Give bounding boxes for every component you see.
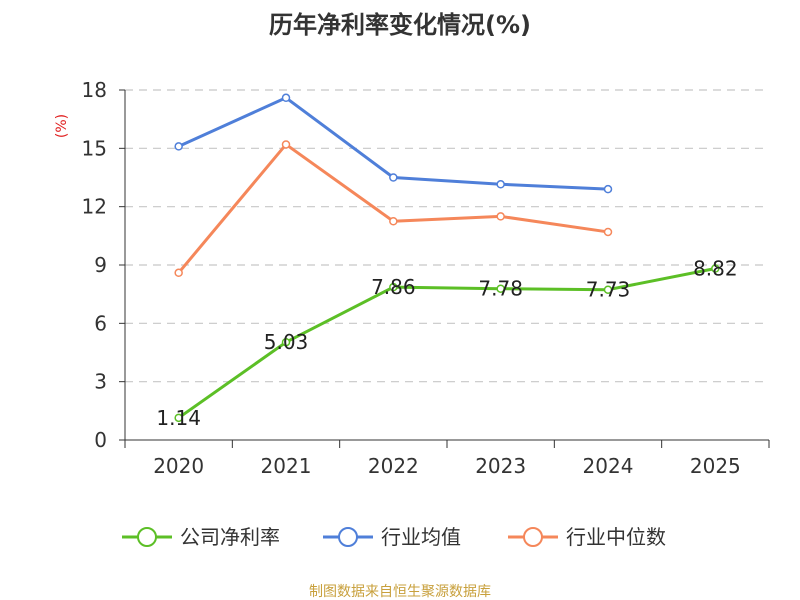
data-point (174, 413, 183, 423)
legend-label: 行业均值 (381, 525, 461, 549)
data-point (174, 142, 183, 151)
x-tick-label: 2024 (583, 454, 634, 478)
legend-item-1[interactable]: 行业均值 (323, 525, 461, 549)
data-label: 5.03 (264, 330, 309, 354)
axes: 0 3 6 9 12 15 18 2020 2021 2022 2023 2024 2025 (82, 78, 770, 478)
data-point (603, 184, 613, 194)
legend[interactable]: 公司净利率 行业均值 行业中位数 (122, 525, 666, 549)
data-point (174, 268, 183, 278)
y-tick-label: 12 (82, 195, 107, 219)
data-label: 1.14 (156, 406, 201, 430)
data-point (281, 93, 291, 103)
data-point (496, 212, 505, 221)
legend-marker (137, 527, 157, 547)
data-label: 7.78 (478, 277, 523, 301)
data-label: 7.86 (371, 275, 416, 299)
legend-label: 公司净利率 (180, 525, 280, 549)
data-point (496, 180, 505, 189)
data-point (603, 285, 613, 294)
data-point (389, 217, 398, 226)
data-point (281, 140, 291, 149)
data-point (711, 264, 720, 273)
series-line-0 (177, 267, 716, 420)
data-label: 8.82 (693, 257, 738, 281)
data-point (389, 282, 398, 292)
y-tick-label: 18 (82, 78, 107, 102)
y-tick-label: 0 (94, 428, 107, 452)
y-tick-label: 9 (94, 253, 107, 277)
y-tick-label: 15 (82, 136, 107, 160)
y-tick-label: 3 (94, 370, 107, 394)
grid (125, 89, 769, 383)
x-tick-label: 2020 (153, 454, 204, 478)
legend-item-0[interactable]: 公司净利率 (122, 525, 280, 549)
data-labels: 1.14 5.03 7.86 7.78 7.73 8.82 (156, 257, 737, 430)
data-point (389, 173, 398, 182)
x-tick-label: 2022 (368, 454, 419, 478)
y-tick-label: 6 (94, 311, 107, 335)
source-note: 制图数据来自恒生聚源数据库 (309, 584, 491, 600)
data-point (496, 284, 505, 293)
chart-title: 历年净利率变化情况(%) (269, 11, 531, 39)
x-tick-label: 2025 (690, 454, 741, 478)
x-tick-label: 2021 (261, 454, 312, 478)
data-point (603, 227, 613, 237)
series-line-2 (177, 142, 609, 274)
legend-item-2[interactable]: 行业中位数 (508, 525, 666, 549)
series (174, 93, 720, 423)
x-tick-label: 2023 (475, 454, 526, 478)
legend-marker (338, 527, 358, 547)
data-label: 7.73 (586, 278, 631, 302)
y-axis-unit: (%) (54, 114, 70, 138)
data-point (281, 337, 291, 347)
legend-label: 行业中位数 (566, 525, 666, 549)
legend-marker (523, 527, 543, 547)
